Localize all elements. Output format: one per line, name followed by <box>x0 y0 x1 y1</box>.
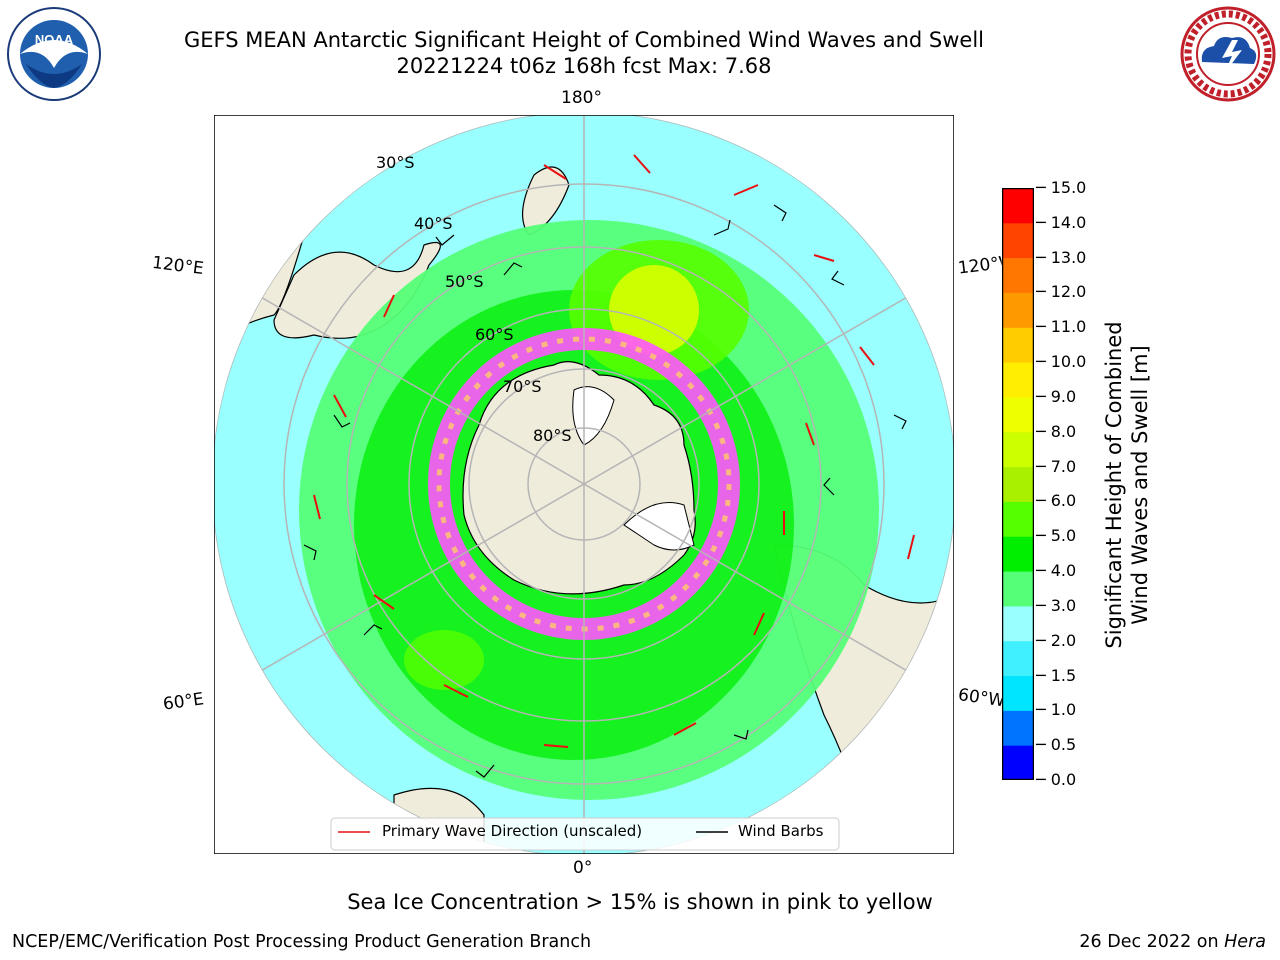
colorbar-tick-label: ─ 8.0 <box>1036 421 1077 441</box>
lon-label-120w: 120°W <box>956 253 1004 279</box>
legend-wave-direction-label: Primary Wave Direction (unscaled) <box>382 822 643 840</box>
chart-title: GEFS MEAN Antarctic Significant Height o… <box>183 28 985 52</box>
colorbar-segment <box>1002 675 1034 711</box>
colorbar-frame <box>1002 188 1034 780</box>
colorbar-tick-label: ─ 1.5 <box>1036 665 1077 685</box>
lon-label-60e: 60°E <box>161 689 206 715</box>
colorbar-tick-label: ─ 10.0 <box>1036 352 1087 372</box>
sea-ice-note: Sea Ice Concentration > 15% is shown in … <box>347 890 933 914</box>
colorbar-tick-label: ─ 7.0 <box>1036 456 1077 476</box>
lon-label-0: 0° <box>573 858 593 878</box>
colorbar-segment <box>1002 188 1034 224</box>
colorbar-ticks: ─ 0.0 ─ 0.5 ─ 1.0 ─ 1.5 ─ 2.0 ─ 3.0 ─ 4.0 ─ 5.0… <box>1036 178 1096 790</box>
antarctica-land <box>462 361 696 595</box>
colorbar-tick-label: ─ 2.0 <box>1036 630 1077 650</box>
colorbar-tick-label: ─ 15.0 <box>1036 178 1087 197</box>
colorbar-segment <box>1002 536 1034 572</box>
host-name: Hera <box>1224 932 1266 952</box>
colorbar-tick-label: ─ 4.0 <box>1036 561 1077 581</box>
legend-wind-barbs-label: Wind Barbs <box>738 822 824 840</box>
colorbar <box>1002 188 1034 780</box>
polar-map <box>214 115 954 854</box>
nws-logo <box>1180 6 1276 102</box>
colorbar-segment <box>1002 745 1034 780</box>
lat-label-30s: 30°S <box>376 153 415 172</box>
colorbar-label-line1: Significant Height of Combined <box>1102 321 1126 649</box>
colorbar-segment <box>1002 640 1034 677</box>
colorbar-tick-label: ─ 11.0 <box>1036 317 1087 337</box>
colorbar-segment <box>1002 466 1034 502</box>
australia-south-coast <box>273 241 441 339</box>
lat-label-70s: 70°S <box>503 377 542 396</box>
colorbar-tick-label: ─ 0.0 <box>1036 770 1077 789</box>
wind-barbs <box>303 204 907 778</box>
producer-credit: NCEP/EMC/Verification Post Processing Pr… <box>12 932 592 952</box>
colorbar-tick-label: ─ 3.0 <box>1036 595 1077 615</box>
lat-label-50s: 50°S <box>445 272 484 291</box>
new-zealand-land <box>521 166 570 236</box>
colorbar-tick-label: ─ 12.0 <box>1036 282 1087 302</box>
colorbar-segment <box>1002 710 1034 746</box>
colorbar-tick-label: ─ 14.0 <box>1036 212 1087 232</box>
colorbar-segment <box>1002 501 1034 537</box>
colorbar-segment <box>1002 431 1034 468</box>
colorbar-label-line2: Wind Waves and Swell [m] <box>1128 345 1152 625</box>
lon-label-180: 180° <box>561 88 602 108</box>
lat-label-80s: 80°S <box>533 426 572 445</box>
colorbar-tick-label: ─ 13.0 <box>1036 247 1087 267</box>
lat-label-60s: 60°S <box>475 325 514 344</box>
noaa-logo: NOAA <box>7 7 101 101</box>
chart-subtitle: 20221224 t06z 168h fcst Max: 7.68 <box>396 54 772 78</box>
lat-label-40s: 40°S <box>414 214 453 233</box>
noaa-logo-text: NOAA <box>35 32 74 47</box>
wave-direction-arrows <box>313 154 915 748</box>
ross-ice-shelf <box>572 386 615 446</box>
lon-label-120e: 120°E <box>150 252 205 280</box>
lon-label-60w: 60°W <box>956 685 1004 711</box>
colorbar-segment <box>1002 327 1034 363</box>
colorbar-tick-label: ─ 1.0 <box>1036 700 1077 720</box>
date-text: 26 Dec 2022 on <box>1079 932 1219 952</box>
colorbar-tick-label: ─ 0.5 <box>1036 735 1077 755</box>
colorbar-segment <box>1002 396 1034 433</box>
date-credit: 26 Dec 2022 on Hera <box>1079 932 1266 952</box>
map-legend <box>330 817 840 851</box>
colorbar-segment <box>1002 362 1034 398</box>
colorbar-segment <box>1002 292 1034 328</box>
colorbar-tick-label: ─ 6.0 <box>1036 491 1077 511</box>
colorbar-tick-label: ─ 9.0 <box>1036 386 1077 406</box>
colorbar-segment <box>1002 605 1034 642</box>
colorbar-segment <box>1002 571 1034 607</box>
colorbar-tick-label: ─ 5.0 <box>1036 526 1077 546</box>
colorbar-segment <box>1002 222 1034 259</box>
meridian-lines <box>214 115 954 854</box>
colorbar-segment <box>1002 257 1034 293</box>
